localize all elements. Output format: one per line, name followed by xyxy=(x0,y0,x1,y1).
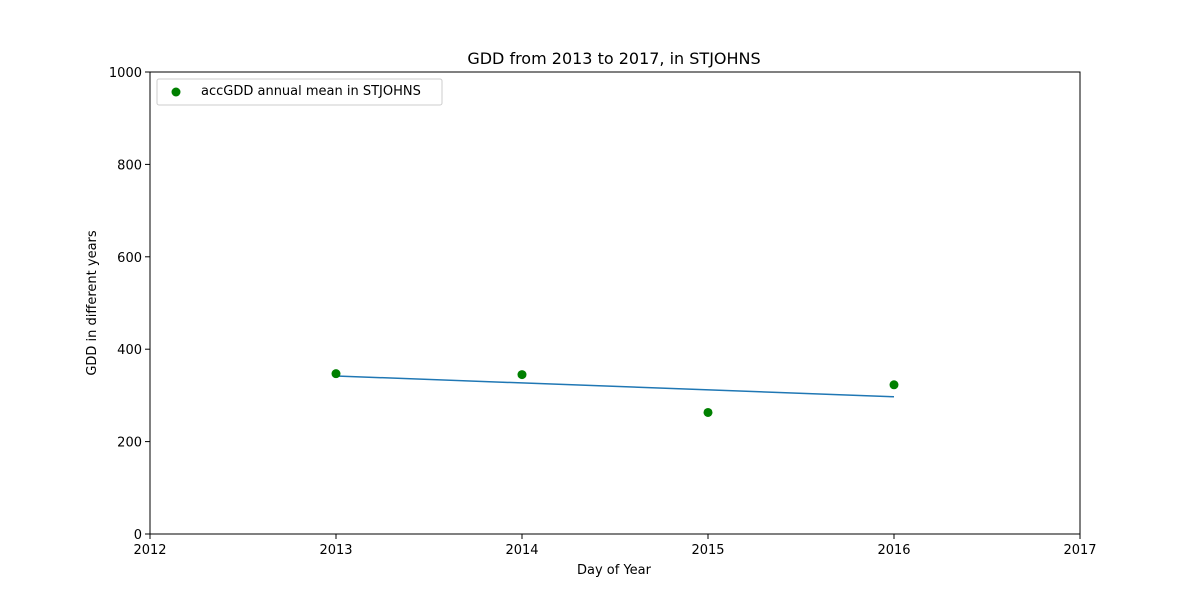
data-point xyxy=(517,370,527,380)
x-tick-label: 2013 xyxy=(319,543,352,558)
y-tick-label: 1000 xyxy=(109,66,142,81)
data-point xyxy=(331,369,341,379)
y-tick-label: 200 xyxy=(117,436,142,451)
x-tick-label: 2017 xyxy=(1063,543,1096,558)
plot-area xyxy=(149,71,1081,535)
x-axis: 2012 2013 2014 2015 2016 2017 xyxy=(133,534,1097,558)
x-axis-label: Day of Year xyxy=(577,563,652,578)
y-tick-label: 800 xyxy=(117,158,142,173)
y-axis-label: GDD in different years xyxy=(85,230,100,376)
data-point xyxy=(889,380,899,390)
y-tick-label: 600 xyxy=(117,251,142,266)
chart-title: GDD from 2013 to 2017, in STJOHNS xyxy=(467,49,760,68)
legend-label: accGDD annual mean in STJOHNS xyxy=(201,84,421,99)
trend-line xyxy=(335,375,895,398)
x-tick-label: 2015 xyxy=(691,543,724,558)
legend: accGDD annual mean in STJOHNS xyxy=(156,78,443,106)
legend-marker xyxy=(171,87,181,97)
x-tick-label: 2016 xyxy=(877,543,910,558)
y-tick-label: 0 xyxy=(134,528,142,543)
y-axis: 0 200 400 600 800 1000 xyxy=(109,66,150,543)
data-point xyxy=(703,407,713,417)
x-tick-label: 2014 xyxy=(505,543,538,558)
y-tick-label: 400 xyxy=(117,343,142,358)
legend-box xyxy=(156,78,443,106)
x-tick-label: 2012 xyxy=(133,543,166,558)
series-layer xyxy=(331,369,899,417)
